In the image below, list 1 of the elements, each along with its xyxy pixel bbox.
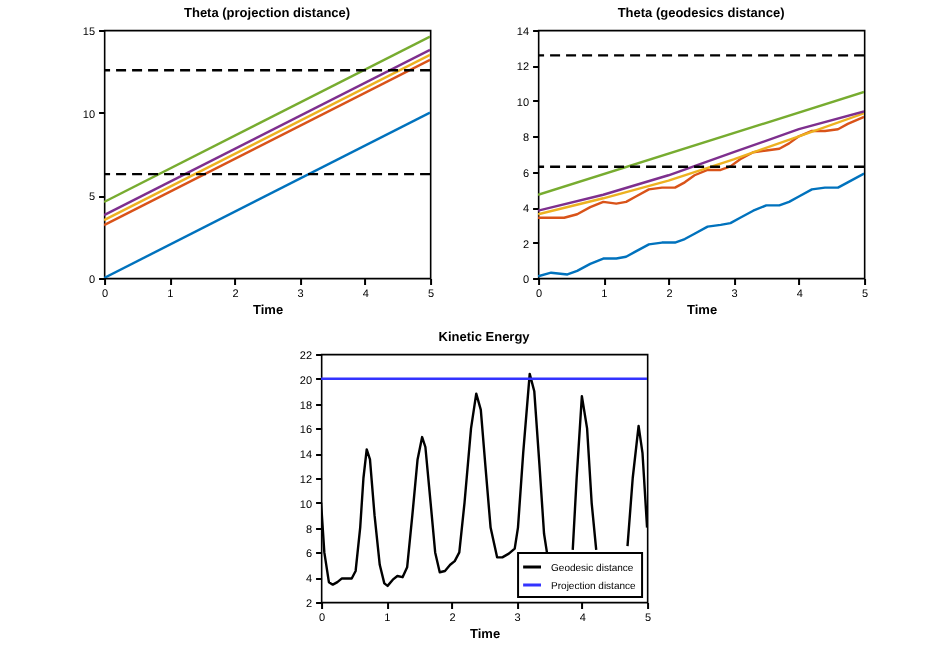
line-series <box>538 172 865 278</box>
